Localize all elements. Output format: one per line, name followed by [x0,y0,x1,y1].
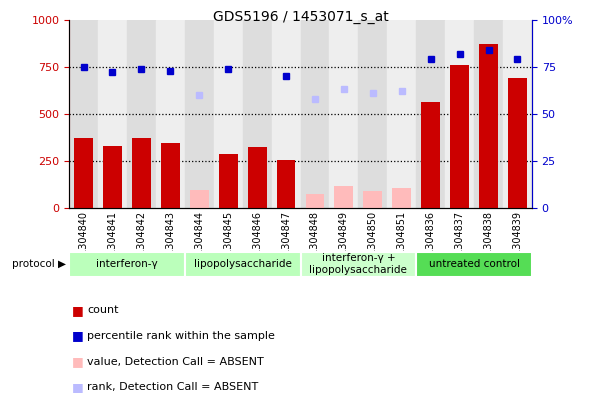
Bar [416,20,445,208]
Text: untreated control: untreated control [429,259,519,269]
Bar [503,20,532,208]
Bar [127,20,156,208]
Bar [272,20,300,208]
Bar [243,20,272,208]
Bar [387,20,416,208]
Bar [74,138,93,208]
Text: ■: ■ [72,329,84,343]
Text: ■: ■ [72,355,84,368]
Bar [421,102,440,208]
Text: interferon-γ +
lipopolysaccharide: interferon-γ + lipopolysaccharide [310,253,407,275]
Bar [445,20,474,208]
Bar [156,20,185,208]
Bar [300,20,329,208]
Text: ■: ■ [72,380,84,393]
Bar [392,189,411,208]
Bar [69,20,98,208]
Text: interferon-γ: interferon-γ [96,259,158,269]
Text: value, Detection Call = ABSENT: value, Detection Call = ABSENT [87,356,264,367]
Text: GDS5196 / 1453071_s_at: GDS5196 / 1453071_s_at [213,10,388,24]
Text: percentile rank within the sample: percentile rank within the sample [87,331,275,341]
Text: count: count [87,305,118,316]
Bar [248,147,266,208]
Text: lipopolysaccharide: lipopolysaccharide [194,259,291,269]
Bar [161,143,180,208]
Bar [300,252,416,277]
Bar [185,20,214,208]
Bar [450,65,469,208]
Bar [474,20,503,208]
Bar [103,146,122,208]
Bar [69,252,185,277]
Bar [305,194,325,208]
Bar [276,160,296,208]
Bar [358,20,387,208]
Bar [335,185,353,208]
Bar [508,78,527,208]
Text: ■: ■ [72,304,84,317]
Bar [98,20,127,208]
Text: rank, Detection Call = ABSENT: rank, Detection Call = ABSENT [87,382,258,392]
Text: protocol ▶: protocol ▶ [12,259,66,269]
Bar [132,138,151,208]
Bar [479,44,498,208]
Bar [185,252,300,277]
Bar [364,191,382,208]
Bar [219,154,237,208]
Bar [214,20,243,208]
Bar [190,190,209,208]
Bar [329,20,358,208]
Bar [416,252,532,277]
